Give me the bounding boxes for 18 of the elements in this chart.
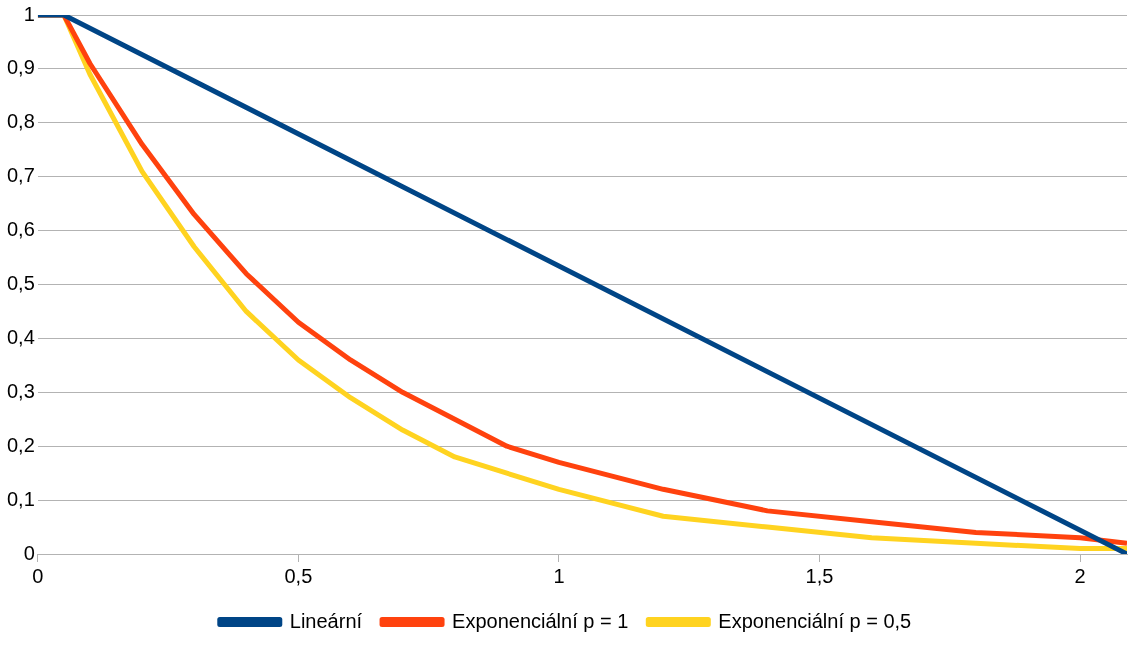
legend-label: Exponenciální p = 1 (452, 609, 629, 632)
y-tick-label: 0,4 (6, 325, 35, 348)
y-tick-label: 0,5 (6, 272, 35, 295)
y-tick-label: 0,7 (6, 164, 35, 187)
x-tick-label: 0,5 (284, 564, 313, 587)
y-tick-label: 0,2 (6, 433, 35, 456)
x-tick-label: 1,5 (805, 564, 834, 587)
legend-label: Exponenciální p = 0,5 (718, 609, 912, 632)
y-tick-label: 0,1 (6, 487, 35, 510)
y-tick-label: 0,6 (6, 218, 35, 241)
y-tick-label: 0 (23, 541, 35, 564)
y-tick-label: 0,8 (6, 110, 35, 133)
y-tick-label: 0,3 (6, 379, 35, 402)
y-tick-label: 0,9 (6, 56, 35, 79)
x-tick-label: 2 (1074, 564, 1086, 587)
legend-label: Lineární (289, 609, 363, 632)
y-tick-label: 1 (23, 2, 35, 25)
x-tick-label: 1 (553, 564, 565, 587)
